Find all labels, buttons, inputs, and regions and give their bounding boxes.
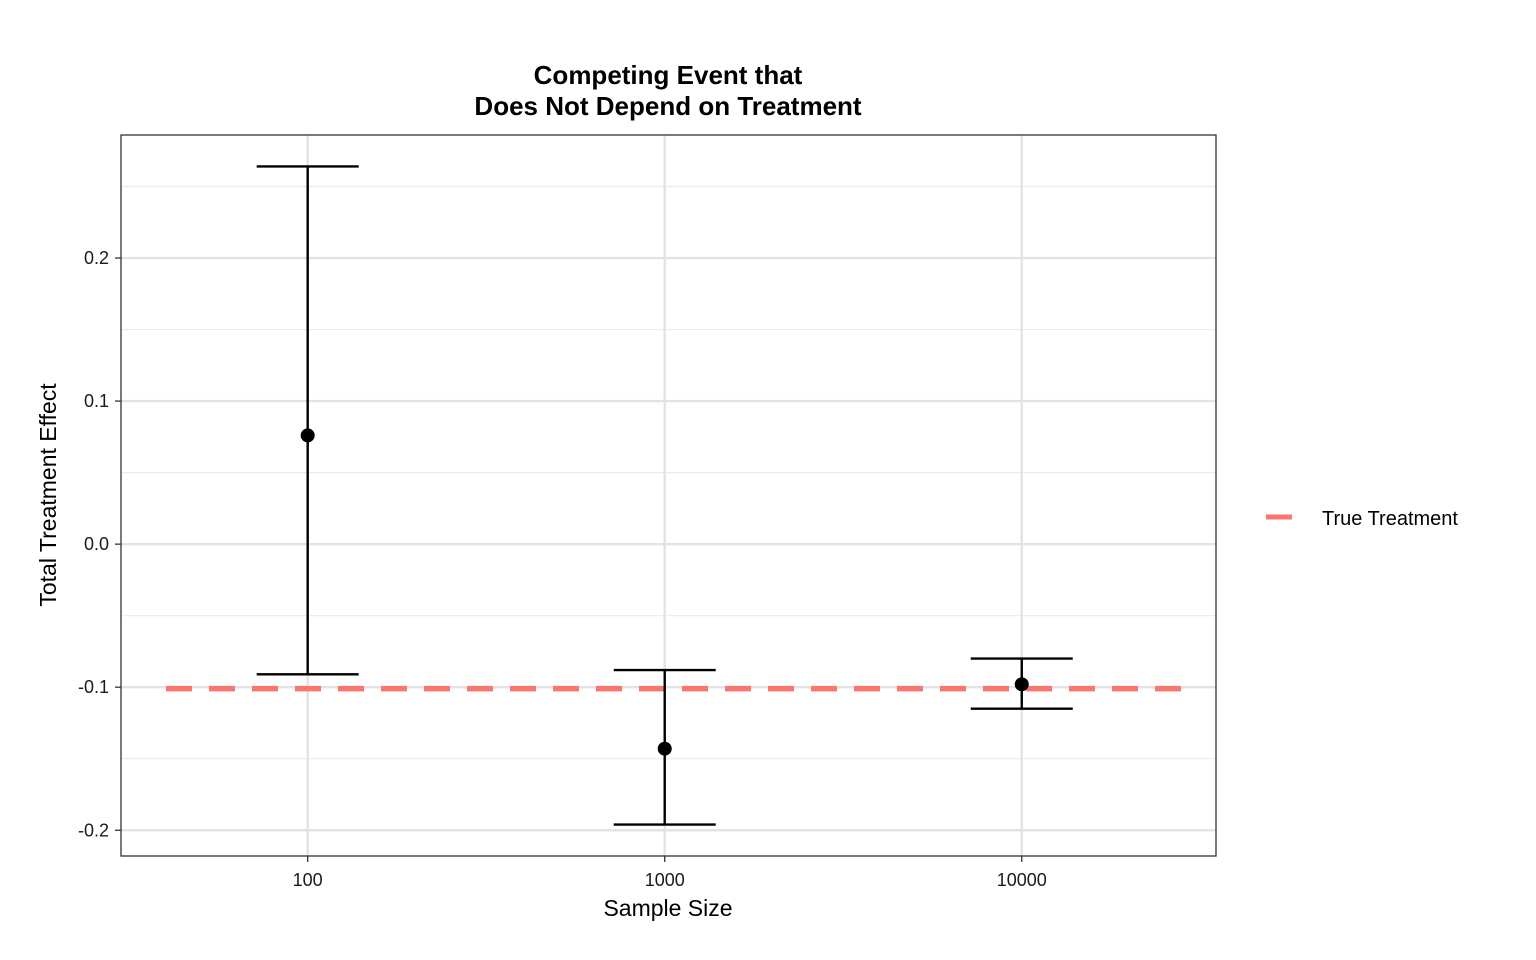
x-tick-label: 100	[293, 870, 323, 890]
plot-panel	[120, 134, 1217, 857]
panel-border	[120, 134, 1217, 857]
y-tick-label: 0.0	[84, 534, 109, 554]
y-tick-label: -0.2	[78, 820, 109, 840]
point-estimate-marker	[300, 428, 315, 443]
point-estimate-marker	[657, 741, 672, 756]
legend: True Treatment	[1266, 508, 1458, 530]
x-tick-label: 1000	[645, 870, 685, 890]
y-tick-label: 0.2	[84, 248, 109, 268]
legend-label: True Treatment	[1322, 508, 1458, 530]
chart-title-line-2: Does Not Depend on Treatment	[474, 91, 861, 121]
y-axis-title: Total Treatment Effect	[35, 383, 61, 607]
y-tick-label: -0.1	[78, 677, 109, 697]
x-tick-label: 10000	[997, 870, 1047, 890]
point-estimate-marker	[1014, 677, 1029, 692]
x-axis-title: Sample Size	[603, 895, 732, 921]
y-tick-label: 0.1	[84, 391, 109, 411]
chart-title-line-1: Competing Event that	[534, 60, 803, 90]
